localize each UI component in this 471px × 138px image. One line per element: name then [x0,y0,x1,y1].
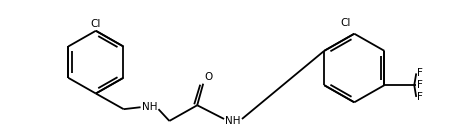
Text: F: F [417,92,423,102]
Text: F: F [417,68,423,78]
Text: Cl: Cl [90,19,101,29]
Text: NH: NH [142,102,157,112]
Text: Cl: Cl [340,18,350,28]
Text: O: O [204,72,212,82]
Text: F: F [417,80,423,90]
Text: NH: NH [225,116,241,126]
